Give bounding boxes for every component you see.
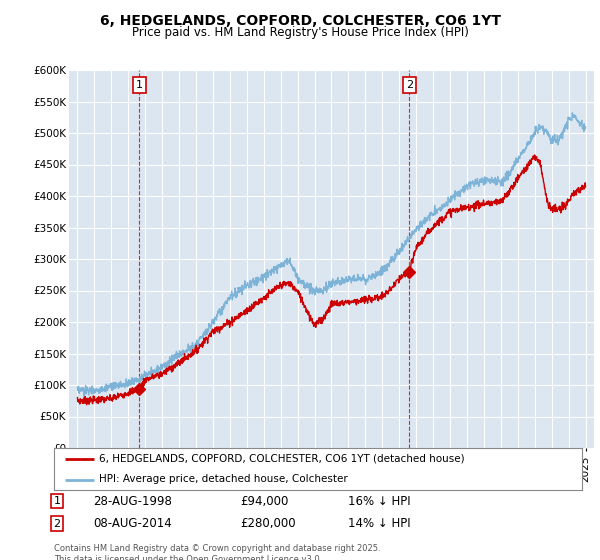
Text: 16% ↓ HPI: 16% ↓ HPI bbox=[348, 494, 410, 508]
Text: Contains HM Land Registry data © Crown copyright and database right 2025.
This d: Contains HM Land Registry data © Crown c… bbox=[54, 544, 380, 560]
Text: 08-AUG-2014: 08-AUG-2014 bbox=[93, 517, 172, 530]
Text: 28-AUG-1998: 28-AUG-1998 bbox=[93, 494, 172, 508]
Text: 6, HEDGELANDS, COPFORD, COLCHESTER, CO6 1YT: 6, HEDGELANDS, COPFORD, COLCHESTER, CO6 … bbox=[100, 14, 500, 28]
Text: 2: 2 bbox=[53, 519, 61, 529]
Text: 2: 2 bbox=[406, 80, 413, 90]
Text: 1: 1 bbox=[53, 496, 61, 506]
Text: HPI: Average price, detached house, Colchester: HPI: Average price, detached house, Colc… bbox=[99, 474, 347, 484]
Text: 1: 1 bbox=[136, 80, 143, 90]
Text: Price paid vs. HM Land Registry's House Price Index (HPI): Price paid vs. HM Land Registry's House … bbox=[131, 26, 469, 39]
Text: £280,000: £280,000 bbox=[240, 517, 296, 530]
Text: 6, HEDGELANDS, COPFORD, COLCHESTER, CO6 1YT (detached house): 6, HEDGELANDS, COPFORD, COLCHESTER, CO6 … bbox=[99, 454, 464, 464]
Text: £94,000: £94,000 bbox=[240, 494, 289, 508]
Text: 14% ↓ HPI: 14% ↓ HPI bbox=[348, 517, 410, 530]
